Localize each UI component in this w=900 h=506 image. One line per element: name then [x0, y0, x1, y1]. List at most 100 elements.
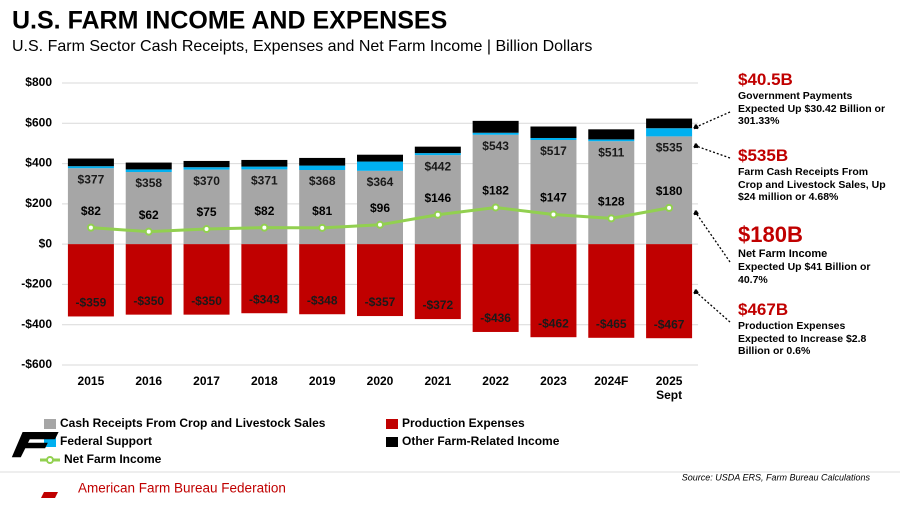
data-label: $370 — [193, 174, 220, 188]
organization-name: American Farm Bureau Federation — [78, 481, 286, 496]
bar-segment — [530, 244, 577, 338]
annotation-headline: $180B — [738, 222, 803, 247]
y-tick-label: $800 — [25, 75, 52, 89]
data-label: $368 — [309, 174, 336, 188]
bar-segment — [183, 167, 230, 170]
y-tick-label: $200 — [25, 196, 52, 210]
bar-segment — [588, 139, 635, 142]
data-label: $377 — [78, 172, 105, 186]
bar-segment — [241, 159, 288, 167]
legend-marker — [46, 456, 54, 464]
line-marker — [491, 203, 500, 212]
bar-segment — [530, 126, 577, 138]
annotation: $467B Production Expenses Expected to In… — [738, 300, 888, 358]
annotation-headline: $467B — [738, 300, 789, 319]
data-label: $62 — [139, 208, 159, 222]
data-label: -$436 — [480, 311, 511, 325]
data-label: $128 — [598, 195, 625, 209]
data-label: $82 — [254, 204, 274, 218]
bar-segment — [67, 166, 114, 169]
bar-segment — [646, 244, 693, 339]
data-label: -$350 — [191, 294, 222, 308]
x-tick-label: 2015 — [77, 374, 105, 388]
bar-segment — [588, 244, 635, 338]
legend: Cash Receipts From Crop and Livestock Sa… — [40, 416, 560, 466]
data-label: -$465 — [596, 317, 627, 331]
x-tick-label: 2017 — [193, 374, 220, 388]
line-marker — [376, 220, 384, 229]
data-label: -$350 — [133, 294, 164, 308]
legend-label: Production Expenses — [402, 416, 525, 430]
y-tick-label: -$600 — [21, 357, 52, 371]
bar-segment — [472, 134, 519, 245]
bar-segment — [588, 129, 635, 140]
x-tick-label: 2024F — [594, 374, 629, 388]
line-marker — [318, 223, 327, 232]
annotation-text: Production Expenses Expected to Increase… — [738, 320, 867, 357]
x-tick-label: 2021 — [424, 374, 452, 388]
x-tick-label: 2022 — [482, 374, 509, 388]
data-label: $180 — [656, 184, 683, 198]
x-tick-label: 2025 Sept — [655, 374, 683, 402]
bar-segment — [646, 136, 693, 245]
annotation-text: Expected Up $41 Billion or 40.7% — [738, 261, 871, 286]
legend-swatch — [386, 437, 398, 447]
annotation-text: Farm Cash Receipts From Crop and Livesto… — [738, 166, 886, 203]
data-label: $75 — [197, 205, 217, 219]
bar-segment — [472, 244, 519, 332]
annotation-headline: $40.5B — [738, 70, 793, 89]
data-label: $371 — [251, 174, 278, 188]
chart-title: U.S. FARM INCOME AND EXPENSES — [12, 7, 447, 35]
bar-segment — [414, 244, 461, 320]
bar-segment — [125, 169, 172, 173]
line-marker — [665, 203, 674, 212]
bar-segment — [125, 244, 172, 315]
bar-segment — [472, 132, 519, 135]
y-tick-label: -$200 — [21, 277, 52, 291]
legend-label: Cash Receipts From Crop and Livestock Sa… — [60, 416, 326, 430]
data-label: $82 — [81, 204, 101, 218]
annotation: $180B Net Farm Income Expected Up $41 Bi… — [738, 222, 888, 286]
data-label: $517 — [540, 144, 567, 158]
logo — [11, 432, 59, 498]
source-note: Source: USDA ERS, Farm Bureau Calculatio… — [682, 472, 871, 482]
bar-segment — [183, 244, 230, 315]
bar-segment — [414, 146, 461, 154]
bar-segment — [530, 140, 577, 245]
bar-segment — [241, 244, 288, 314]
bar-segment — [357, 170, 403, 245]
data-label: $364 — [367, 175, 394, 189]
y-tick-label: -$400 — [21, 317, 52, 331]
bar-segment — [357, 154, 403, 162]
bar-segment — [67, 244, 114, 317]
data-label: -$343 — [249, 292, 280, 306]
bar-segment — [646, 128, 693, 137]
data-label: $543 — [482, 139, 509, 153]
line-marker — [433, 210, 442, 219]
bar-segment — [299, 165, 346, 171]
bar-segment — [414, 155, 461, 245]
bar-segment — [67, 158, 114, 167]
annotation: $40.5B Government Payments Expected Up $… — [738, 70, 888, 128]
data-label: -$359 — [76, 296, 107, 310]
bar-segment — [183, 160, 230, 168]
bar-segment — [125, 162, 172, 170]
annotation-headline: $535B — [738, 146, 789, 165]
annotation-subhead: Net Farm Income — [738, 248, 828, 260]
data-label: -$467 — [654, 317, 685, 331]
legend-label: Other Farm-Related Income — [402, 434, 560, 448]
legend-swatch — [386, 419, 398, 429]
data-label: $511 — [598, 145, 624, 159]
legend-label: Federal Support — [60, 434, 152, 448]
data-label: $182 — [482, 184, 509, 198]
y-tick-label: $600 — [25, 115, 52, 129]
annotation: $535B Farm Cash Receipts From Crop and L… — [738, 146, 888, 204]
bar-segment — [357, 161, 403, 171]
data-label: $146 — [424, 191, 451, 205]
data-label: $96 — [370, 201, 390, 215]
data-label: $358 — [135, 176, 162, 190]
bar-segment — [357, 244, 403, 317]
bar-segment — [299, 244, 346, 315]
